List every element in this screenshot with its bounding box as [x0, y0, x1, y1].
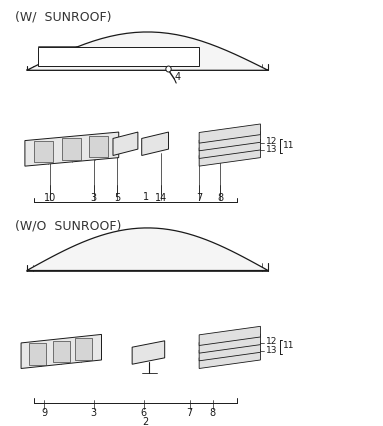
Polygon shape	[199, 342, 260, 361]
Polygon shape	[199, 326, 260, 345]
Polygon shape	[88, 136, 108, 157]
Polygon shape	[199, 139, 260, 158]
Text: 6: 6	[141, 408, 147, 418]
Text: (W/O  SUNROOF): (W/O SUNROOF)	[15, 219, 122, 233]
Text: 7: 7	[196, 193, 202, 203]
Polygon shape	[62, 138, 82, 160]
Polygon shape	[199, 132, 260, 151]
Text: 8: 8	[217, 193, 223, 203]
Polygon shape	[199, 349, 260, 368]
Polygon shape	[25, 132, 119, 166]
Text: 3: 3	[91, 408, 97, 418]
Text: 1: 1	[142, 192, 149, 202]
Polygon shape	[199, 334, 260, 353]
Polygon shape	[113, 132, 138, 155]
Polygon shape	[34, 141, 53, 162]
Polygon shape	[29, 343, 46, 365]
Polygon shape	[38, 47, 199, 66]
Text: 5: 5	[114, 193, 120, 203]
Text: 14: 14	[155, 193, 167, 203]
Polygon shape	[27, 32, 268, 70]
Text: 11: 11	[283, 141, 294, 150]
Text: 12: 12	[266, 337, 278, 346]
Text: 9: 9	[41, 408, 47, 418]
Text: 4: 4	[175, 72, 181, 82]
Circle shape	[166, 66, 171, 72]
Text: 8: 8	[210, 408, 216, 418]
Text: 3: 3	[91, 193, 97, 203]
Polygon shape	[27, 228, 268, 271]
Text: 7: 7	[187, 408, 193, 418]
Polygon shape	[53, 341, 70, 362]
Polygon shape	[75, 338, 92, 360]
Text: 12: 12	[266, 137, 278, 146]
Text: 10: 10	[44, 193, 56, 203]
Polygon shape	[142, 132, 169, 155]
Text: (W/  SUNROOF): (W/ SUNROOF)	[15, 11, 112, 24]
Text: 13: 13	[266, 345, 278, 355]
Polygon shape	[132, 341, 165, 364]
Polygon shape	[199, 147, 260, 166]
Polygon shape	[199, 124, 260, 143]
Text: 11: 11	[283, 341, 294, 351]
Text: 2: 2	[142, 417, 149, 426]
Text: 13: 13	[266, 145, 278, 155]
Polygon shape	[21, 334, 101, 368]
